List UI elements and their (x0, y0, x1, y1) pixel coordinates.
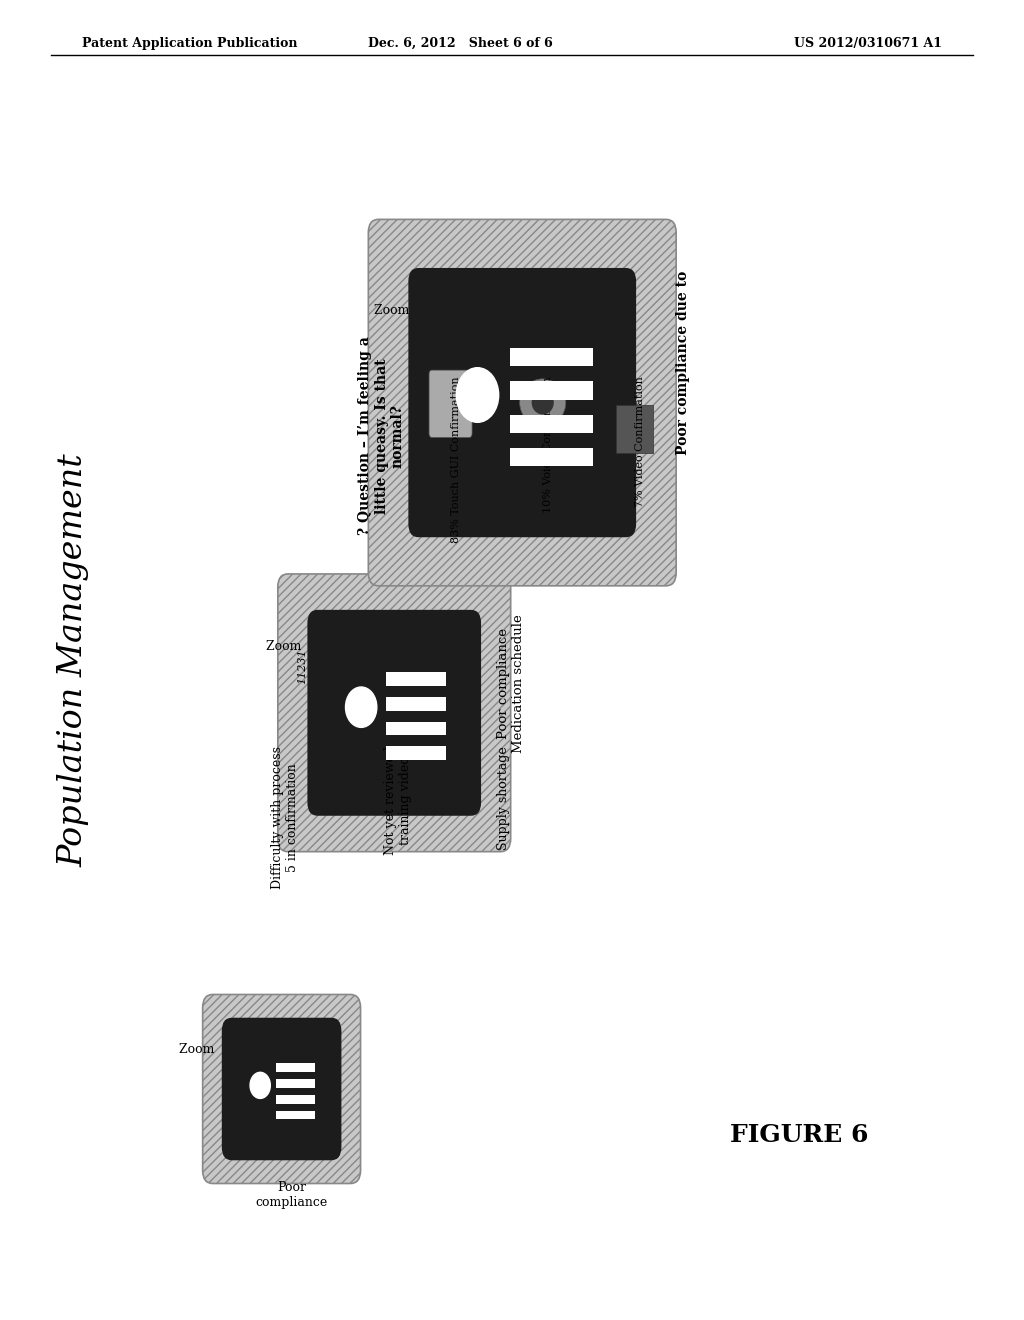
Bar (385, 747, 446, 760)
Text: +: + (486, 293, 497, 306)
Ellipse shape (531, 391, 554, 414)
Circle shape (250, 1072, 270, 1098)
FancyBboxPatch shape (307, 610, 481, 816)
Text: Patent Application Publication: Patent Application Publication (82, 37, 297, 50)
Circle shape (345, 686, 377, 727)
FancyBboxPatch shape (369, 219, 676, 586)
Text: Not yet reviewed
training video: Not yet reviewed training video (384, 746, 412, 855)
FancyBboxPatch shape (409, 268, 636, 537)
FancyBboxPatch shape (203, 994, 360, 1184)
Ellipse shape (520, 379, 565, 426)
Text: Zoom  -: Zoom - (266, 640, 313, 653)
Text: Zoom  -: Zoom - (374, 304, 421, 317)
Text: Population Management: Population Management (57, 453, 90, 867)
Bar (510, 381, 593, 400)
Text: 11231: 11231 (297, 649, 307, 684)
Bar (276, 1078, 315, 1088)
Text: 10% Voice Confirmation: 10% Voice Confirmation (543, 376, 553, 513)
Text: FIGURE 6: FIGURE 6 (729, 1123, 868, 1147)
Circle shape (457, 368, 499, 422)
Bar (276, 1094, 315, 1104)
Text: +: + (379, 630, 389, 643)
Text: Poor
compliance: Poor compliance (256, 1181, 328, 1209)
Text: ? Question – I’m feeling a
little queasy. Is that
normal?: ? Question – I’m feeling a little queasy… (358, 337, 404, 536)
Text: Poor compliance
Medication schedule: Poor compliance Medication schedule (497, 614, 524, 752)
Text: 11231: 11231 (222, 1045, 232, 1080)
Text: +: + (292, 1032, 302, 1045)
Text: Difficulty with process
5 in confirmation: Difficulty with process 5 in confirmatio… (271, 746, 299, 888)
Text: US 2012/0310671 A1: US 2012/0310671 A1 (794, 37, 942, 50)
Bar (276, 1063, 315, 1072)
Bar (385, 672, 446, 686)
Text: 83% Touch GUI Confirmation: 83% Touch GUI Confirmation (451, 376, 461, 543)
Bar (385, 722, 446, 735)
Text: Dec. 6, 2012   Sheet 6 of 6: Dec. 6, 2012 Sheet 6 of 6 (369, 37, 553, 50)
Bar (510, 449, 593, 466)
Bar (385, 697, 446, 710)
Bar (510, 414, 593, 433)
Text: Poor compliance due to: Poor compliance due to (676, 271, 690, 455)
Bar (276, 1111, 315, 1119)
Text: 7% Video Confirmation: 7% Video Confirmation (635, 376, 645, 507)
Text: Supply shortage: Supply shortage (497, 746, 510, 850)
Bar (510, 348, 593, 366)
FancyBboxPatch shape (429, 370, 472, 437)
Text: Zoom  -: Zoom - (179, 1043, 226, 1056)
FancyBboxPatch shape (222, 1018, 341, 1160)
Bar (616, 405, 653, 453)
FancyBboxPatch shape (278, 574, 511, 851)
Text: 11231: 11231 (413, 313, 423, 347)
